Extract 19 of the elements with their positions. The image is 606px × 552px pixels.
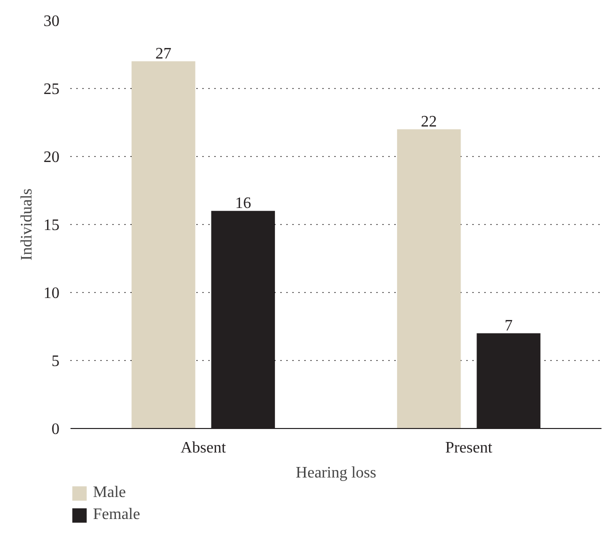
y-tick-label: 0 <box>52 421 60 438</box>
y-tick-label: 25 <box>44 81 60 98</box>
bar <box>397 129 461 428</box>
y-tick-label: 5 <box>52 353 60 370</box>
y-tick-label: 30 <box>44 13 60 30</box>
x-tick-label: Present <box>445 440 493 456</box>
y-tick-label: 15 <box>44 217 60 234</box>
data-label: 7 <box>504 317 513 334</box>
legend-label: Male <box>93 484 126 502</box>
y-axis-title: Individuals <box>18 188 36 260</box>
legend-label: Female <box>93 506 140 524</box>
bar <box>132 61 196 428</box>
data-label: 27 <box>155 45 172 62</box>
x-axis-title: Hearing loss <box>296 464 376 482</box>
x-tick-label: Absent <box>180 440 226 456</box>
data-label: 22 <box>420 113 437 130</box>
y-tick-label: 10 <box>44 285 60 302</box>
y-tick-label: 20 <box>44 149 60 166</box>
data-label: 16 <box>235 194 252 212</box>
